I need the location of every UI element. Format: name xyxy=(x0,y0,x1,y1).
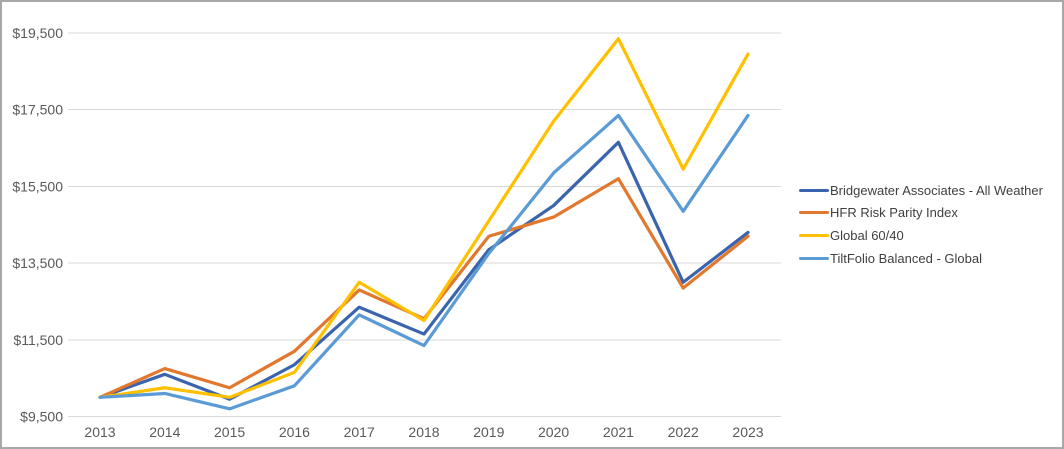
y-axis-tick-label: $17,500 xyxy=(12,102,63,118)
legend-label: TiltFolio Balanced - Global xyxy=(830,250,982,266)
gridlines xyxy=(68,32,781,417)
x-axis-tick-label: 2015 xyxy=(214,424,245,440)
x-axis-tick-label: 2023 xyxy=(732,424,763,440)
series-line-bridgewater-associates-all-weather xyxy=(98,140,750,401)
y-axis-tick-label: $11,500 xyxy=(13,332,63,348)
series-line-tiltfolio-balanced-global xyxy=(98,113,750,411)
legend-label: Global 60/40 xyxy=(830,227,904,243)
legend-swatch-icon xyxy=(799,188,829,192)
x-axis-tick-label: 2021 xyxy=(603,424,634,440)
x-axis-tick-label: 2018 xyxy=(408,424,439,440)
x-axis-tick-label: 2019 xyxy=(473,424,504,440)
y-axis: $9,500 $11,500 $13,500 $15,500 $17,500 $19,50… xyxy=(12,25,63,425)
x-axis-tick-label: 2022 xyxy=(668,424,699,440)
x-axis-tick-label: 2016 xyxy=(279,424,310,440)
x-axis-tick-label: 2013 xyxy=(84,424,115,440)
legend-label: Bridgewater Associates - All Weather xyxy=(830,182,1043,198)
x-axis-tick-label: 2020 xyxy=(538,424,569,440)
x-axis-tick-label: 2014 xyxy=(149,424,180,440)
x-axis: 2013 2014 2015 2016 2017 2018 2019 2020 2021 2022… xyxy=(84,424,763,440)
legend-label: HFR Risk Parity Index xyxy=(830,205,958,221)
legend-swatch-icon xyxy=(799,233,829,237)
x-axis-tick-label: 2017 xyxy=(344,424,375,440)
series-line-global-60-40 xyxy=(98,37,750,399)
legend-item-bridgewater-associates-all-weather: Bridgewater Associates - All Weather xyxy=(799,179,1043,202)
y-axis-tick-label: $13,500 xyxy=(12,255,63,271)
legend-item-global-60-40: Global 60/40 xyxy=(799,224,1043,247)
legend-item-tiltfolio-balanced-global: TiltFolio Balanced - Global xyxy=(799,247,1043,270)
y-axis-tick-label: $15,500 xyxy=(12,178,63,194)
legend-item-hfr-risk-parity-index: HFR Risk Parity Index xyxy=(799,202,1043,225)
plot-series xyxy=(98,37,750,411)
chart-legend: Bridgewater Associates - All Weather HFR … xyxy=(799,179,1043,269)
legend-swatch-icon xyxy=(799,211,829,215)
y-axis-tick-label: $9,500 xyxy=(20,409,63,425)
y-axis-tick-label: $19,500 xyxy=(12,25,63,41)
legend-swatch-icon xyxy=(799,256,829,260)
